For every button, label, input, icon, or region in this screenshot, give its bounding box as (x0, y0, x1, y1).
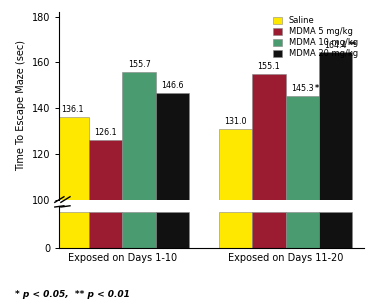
Bar (156, 93, 189, 200)
Bar (122, 72, 156, 200)
Text: 126.1: 126.1 (95, 128, 117, 137)
Text: 155.1: 155.1 (257, 62, 280, 71)
Bar (252, 74, 286, 200)
Text: 145.3: 145.3 (291, 84, 313, 93)
Bar (122, 212, 156, 248)
Text: 155.7: 155.7 (128, 60, 151, 69)
Text: 164.4: 164.4 (325, 40, 347, 50)
Bar (89, 212, 122, 248)
Bar (252, 212, 286, 248)
Bar (56, 117, 89, 200)
Bar (286, 212, 319, 248)
Text: 136.1: 136.1 (61, 105, 83, 114)
Bar (219, 212, 252, 248)
Bar (156, 212, 189, 248)
Text: 146.6: 146.6 (161, 81, 184, 90)
Bar (56, 212, 89, 248)
Bar (286, 96, 319, 200)
Text: **: ** (348, 40, 357, 50)
Bar (89, 140, 122, 200)
Legend: Saline, MDMA 5 mg/kg, MDMA 10 mg/kg, MDMA 20 mg/kg: Saline, MDMA 5 mg/kg, MDMA 10 mg/kg, MDM… (271, 14, 359, 60)
Y-axis label: Time To Escape Maze (sec): Time To Escape Maze (sec) (16, 40, 26, 171)
Bar (219, 129, 252, 200)
Text: *: * (315, 84, 319, 93)
Bar (319, 212, 352, 248)
Text: * p < 0.05,  ** p < 0.01: * p < 0.05, ** p < 0.01 (15, 290, 130, 299)
Text: 131.0: 131.0 (224, 117, 247, 126)
Bar (319, 52, 352, 200)
